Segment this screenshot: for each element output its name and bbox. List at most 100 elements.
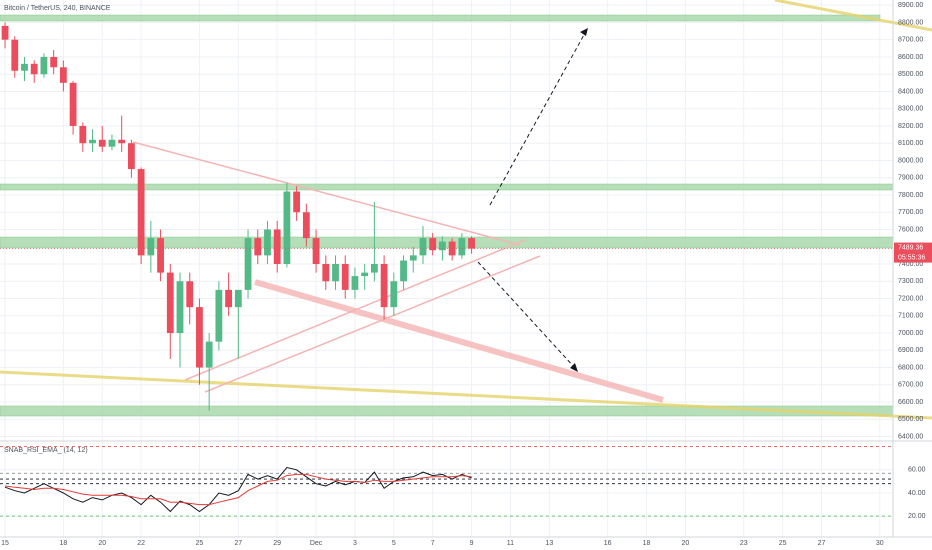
zone [0,405,894,417]
arrow [477,261,576,369]
y-tick-label: 8000.00 [898,157,923,164]
zone [0,183,894,191]
candle-body [1,25,9,40]
y-tick-label: 7300.00 [898,278,923,285]
y-tick-label: 8800.00 [898,19,923,26]
x-tick-label: 9 [470,540,474,547]
x-tick-label: 11 [507,540,514,547]
candle-body [59,67,67,83]
candle-body [322,264,330,282]
chart-title: Bitcoin / TetherUS, 240, BINANCE [4,5,111,12]
trend-line [204,255,541,393]
trend-line [0,370,932,420]
candle-body [468,238,475,249]
x-tick-label: 25 [196,540,204,547]
last-price-label: 7489.36 [898,244,923,251]
x-tick-label: 18 [643,540,651,547]
candle-body [312,238,320,264]
candle-body [147,238,155,256]
y-tick-label: 7000.00 [898,330,923,337]
candle-body [283,191,291,264]
y-tick-label: 6700.00 [898,382,923,389]
candle-body [332,264,339,282]
y-tick-label: 8500.00 [898,71,923,78]
y-tick-label: 20.00 [908,513,926,520]
y-tick-label: 7400.00 [898,261,923,268]
y-tick-label: 7800.00 [898,192,923,199]
candle-body [351,276,359,290]
y-tick-label: 8900.00 [898,2,923,9]
y-tick-label: 6600.00 [898,399,923,406]
drawings [0,0,932,420]
y-tick-label: 7700.00 [898,209,923,216]
candle-body [390,281,398,308]
last-price-box [894,242,932,263]
arrow [489,32,586,206]
channel [254,279,664,403]
candle-body [98,139,106,147]
y-tick-label: 60.00 [908,467,926,474]
candle-body [176,281,184,334]
x-tick-label: 3 [353,540,357,547]
candle-body [89,139,96,144]
y-tick-label: 8100.00 [898,140,923,147]
y-tick-label: 6900.00 [898,347,923,354]
candle-body [40,56,48,75]
x-tick-label: 25 [779,540,787,547]
trend-line [774,0,932,32]
candle-body [186,281,194,308]
x-tick-label: 22 [137,540,145,547]
x-tick-label: 23 [740,540,748,547]
x-tick-label: 18 [59,540,67,547]
y-tick-label: 6800.00 [898,364,923,371]
candle-body [458,238,466,256]
x-tick-label: 20 [681,540,689,547]
x-tick-label: Dec [310,540,323,547]
x-tick-label: 7 [431,540,435,547]
candle-body [429,238,437,251]
y-tick-label: 7900.00 [898,175,923,182]
candle-body [448,241,456,256]
y-tick-label: 8300.00 [898,106,923,113]
candle-body [118,139,126,144]
x-tick-label: 30 [876,540,884,547]
candle-body [244,238,252,290]
x-tick-label: 15 [1,540,9,547]
candle-body [341,264,349,290]
countdown-label: 05:55:36 [898,254,925,261]
indicator-line [5,473,472,506]
x-tick-label: 13 [545,540,553,547]
candle-body [419,238,427,256]
candle-body [439,241,446,251]
x-tick-label: 16 [604,540,612,547]
grid [0,0,893,537]
candle-body [409,255,417,261]
candle-body [128,143,135,170]
indicator-title: SNAB_RSI_EMA_ (14, 12) [4,447,88,454]
candle-body [137,169,145,256]
candle-body [108,139,116,147]
candle-body [79,125,87,144]
candle-body [166,272,174,334]
candle-body [157,238,164,273]
zone [0,236,894,249]
x-tick-label: 27 [234,540,242,547]
x-tick-label: 29 [273,540,281,547]
candle-body [361,272,369,277]
x-tick-label: 5 [392,540,396,547]
y-tick-label: 8400.00 [898,88,923,95]
candle-body [400,260,407,282]
y-tick-label: 6500.00 [898,416,923,423]
candle-body [69,82,77,126]
candle-body [302,212,310,239]
y-tick-label: 8700.00 [898,37,923,44]
candle-body [225,289,232,308]
zone [0,14,881,22]
y-tick-label: 7100.00 [898,313,923,320]
candle-body [50,56,58,68]
candle-body [205,341,213,368]
y-tick-label: 7600.00 [898,226,923,233]
